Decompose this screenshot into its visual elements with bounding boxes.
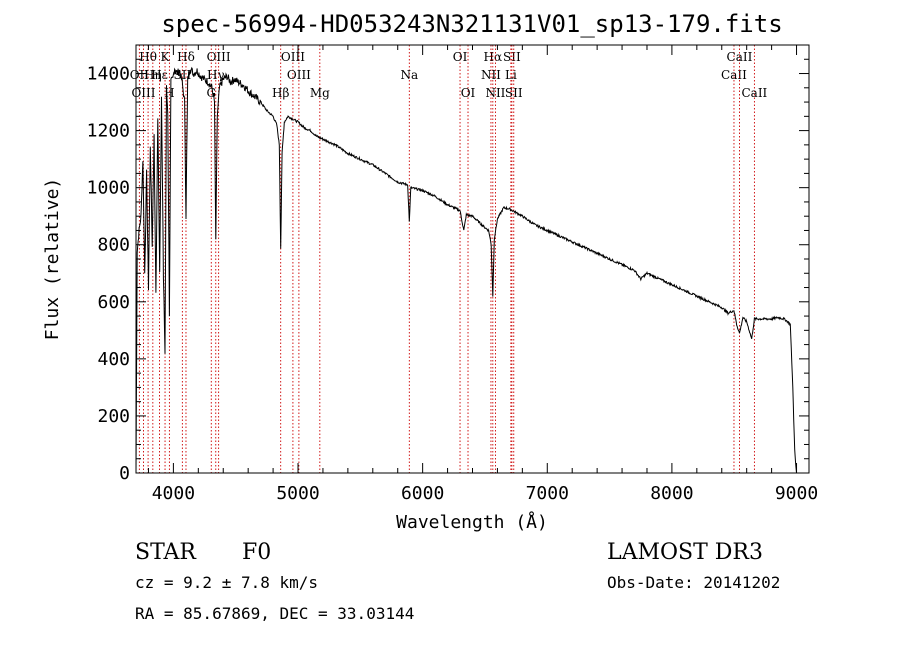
- line-marker-label: SII: [503, 50, 521, 64]
- series-layer: [135, 66, 797, 474]
- y-tick-label: 200: [97, 406, 130, 427]
- tick-labels: 4000 5000 6000 7000 8000 9000 0 200 400 600 800 100…: [87, 64, 819, 504]
- line-marker-label: OI: [453, 50, 468, 64]
- line-marker-label: OIII: [207, 50, 231, 64]
- line-marker-label: OIII: [287, 68, 311, 82]
- x-tick-label: 7000: [526, 483, 569, 504]
- x-tick-label: 5000: [276, 483, 319, 504]
- line-marker-label: Hβ: [272, 86, 289, 100]
- line-marker-label: Hδ: [177, 50, 195, 64]
- line-marker-label: CaII: [727, 50, 753, 64]
- y-tick-label: 400: [97, 349, 130, 370]
- object-class: STAR: [135, 540, 197, 565]
- coordinates: RA = 85.67869, DEC = 33.03144: [135, 604, 414, 623]
- x-tick-label: 8000: [650, 483, 693, 504]
- spectrum-line: [135, 66, 797, 474]
- line-marker-label: NII: [481, 68, 501, 82]
- line-marker-label: OIII: [281, 50, 305, 64]
- redshift-cz: cz = 9.2 ± 7.8 km/s: [135, 573, 318, 592]
- line-marker-label: Li: [505, 68, 517, 82]
- object-subclass: F0: [242, 540, 271, 565]
- chart-title: spec-56994-HD053243N321131V01_sp13-179.f…: [161, 10, 782, 38]
- x-tick-label: 4000: [152, 483, 195, 504]
- y-axis-label: Flux (relative): [42, 178, 63, 341]
- y-tick-label: 1200: [87, 121, 130, 142]
- line-marker-label: H: [164, 86, 174, 100]
- line-marker-label: Mg: [310, 86, 330, 100]
- line-marker-label: OIII: [131, 86, 155, 100]
- line-marker-label: OI: [461, 86, 476, 100]
- y-tick-label: 1000: [87, 178, 130, 199]
- line-marker-label: Hη: [144, 68, 162, 82]
- axes: [135, 44, 810, 474]
- y-tick-label: 0: [119, 463, 130, 484]
- line-marker-label: NII: [485, 86, 505, 100]
- y-tick-label: 1400: [87, 64, 130, 85]
- line-marker-label: OII: [130, 68, 150, 82]
- line-marker-label: G: [206, 86, 216, 100]
- plot-frame: [135, 44, 810, 474]
- survey-name: LAMOST DR3: [607, 540, 763, 565]
- line-marker-label: K: [161, 50, 171, 64]
- y-tick-label: 800: [97, 235, 130, 256]
- line-marker-label: Hα: [484, 50, 503, 64]
- observation-date: Obs-Date: 20141202: [607, 573, 780, 592]
- x-tick-label: 9000: [775, 483, 818, 504]
- line-marker-label: Hθ: [139, 50, 157, 64]
- x-tick-label: 6000: [401, 483, 444, 504]
- line-marker-label: Hε: [151, 68, 168, 82]
- line-marker-label: Hγ: [207, 68, 225, 82]
- line-marker-label: SII: [505, 86, 523, 100]
- line-marker-label: CaII: [721, 68, 747, 82]
- x-axis-label: Wavelength (Å): [396, 511, 548, 533]
- line-marker-label: Na: [400, 68, 418, 82]
- line-marker-label: CaII: [741, 86, 767, 100]
- y-tick-label: 600: [97, 292, 130, 313]
